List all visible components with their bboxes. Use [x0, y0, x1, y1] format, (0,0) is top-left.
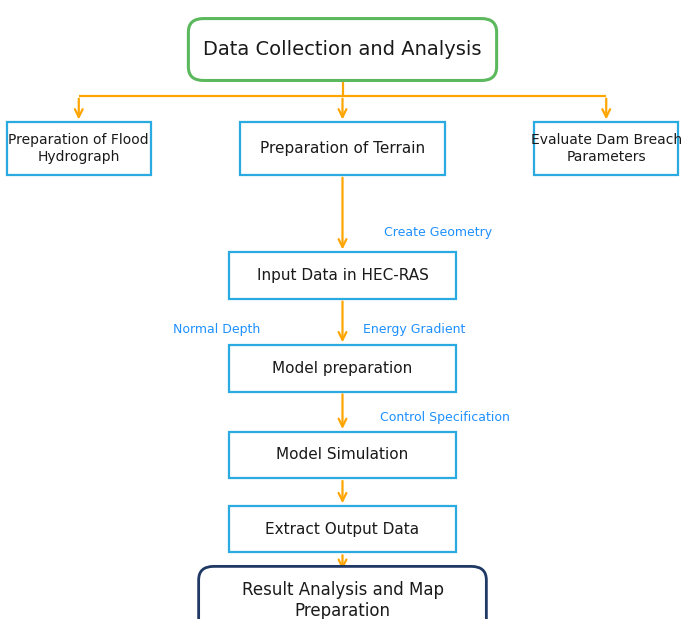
Text: Energy Gradient: Energy Gradient [363, 323, 465, 337]
FancyBboxPatch shape [199, 566, 486, 619]
Text: Data Collection and Analysis: Data Collection and Analysis [203, 40, 482, 59]
FancyBboxPatch shape [534, 122, 678, 175]
Text: Evaluate Dam Breach
Parameters: Evaluate Dam Breach Parameters [531, 134, 682, 163]
Text: Preparation of Flood
Hydrograph: Preparation of Flood Hydrograph [8, 134, 149, 163]
FancyBboxPatch shape [188, 19, 497, 80]
Text: Control Specification: Control Specification [380, 411, 510, 425]
FancyBboxPatch shape [229, 432, 456, 478]
Text: Model preparation: Model preparation [273, 361, 412, 376]
FancyBboxPatch shape [229, 253, 456, 298]
Text: Extract Output Data: Extract Output Data [265, 522, 419, 537]
Text: Preparation of Terrain: Preparation of Terrain [260, 141, 425, 156]
Text: Input Data in HEC-RAS: Input Data in HEC-RAS [257, 268, 428, 283]
FancyBboxPatch shape [229, 345, 456, 391]
Text: Normal Depth: Normal Depth [173, 323, 260, 337]
FancyBboxPatch shape [240, 122, 445, 175]
FancyBboxPatch shape [229, 506, 456, 553]
Text: Model Simulation: Model Simulation [276, 448, 409, 462]
Text: Result Analysis and Map
Preparation: Result Analysis and Map Preparation [242, 581, 443, 619]
FancyBboxPatch shape [7, 122, 151, 175]
Text: Create Geometry: Create Geometry [384, 225, 492, 239]
